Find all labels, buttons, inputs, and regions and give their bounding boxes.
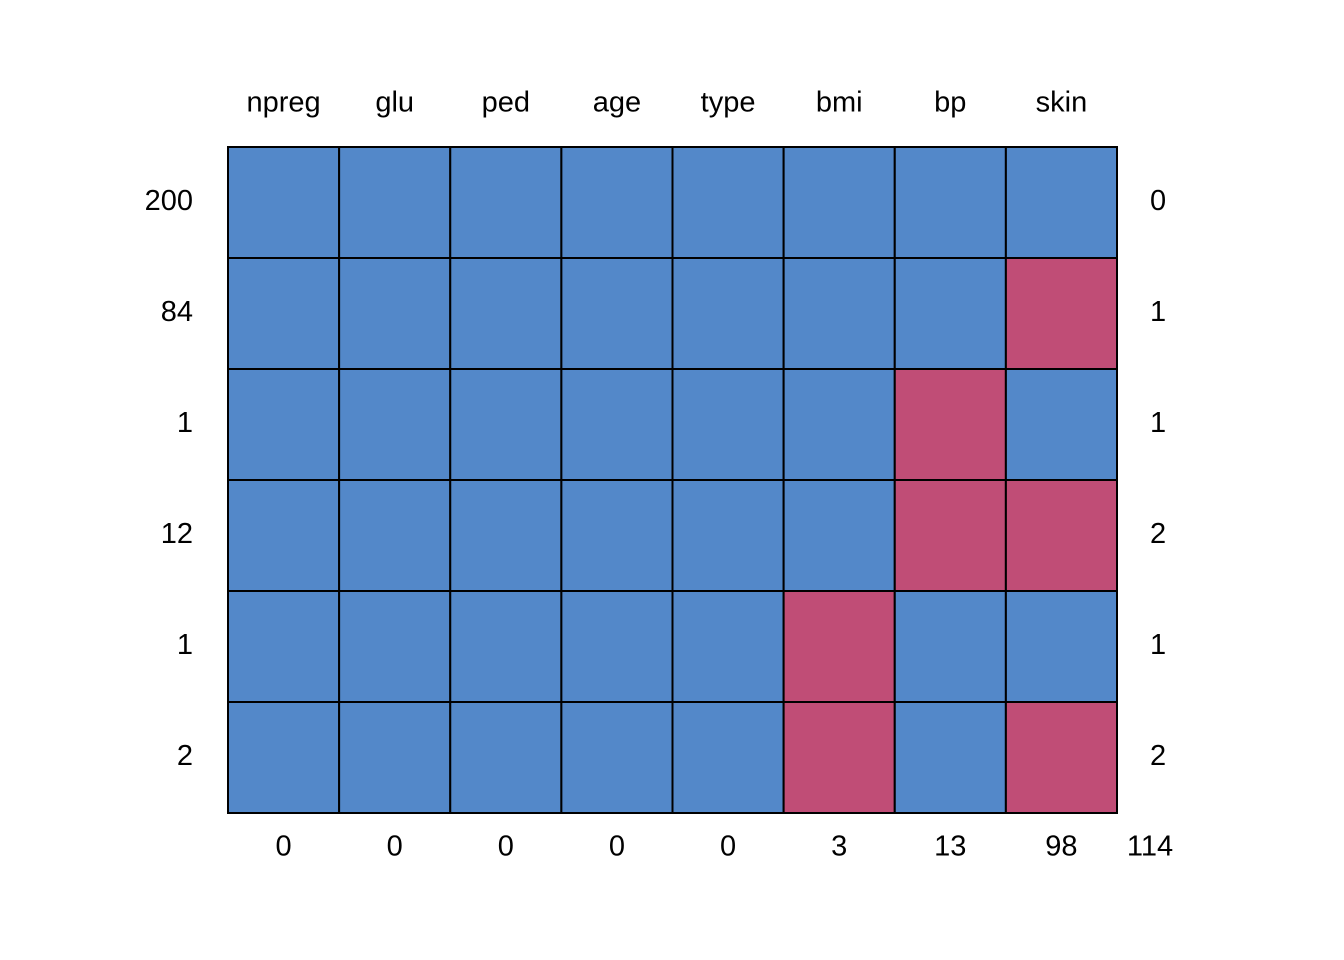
cell-r6-ped: [449, 701, 563, 814]
cell-r3-bmi: [782, 368, 896, 481]
cell-r1-type: [671, 146, 785, 259]
column-labels: npreg glu ped age type bmi bp skin: [246, 87, 1087, 119]
cell-r1-skin: [1004, 146, 1118, 259]
cell-r4-glu: [338, 479, 452, 592]
pattern-grid: [227, 146, 1118, 814]
cell-r2-bp: [893, 257, 1007, 370]
column-total-label-glu: 0: [387, 831, 403, 863]
cell-r3-bp: [893, 368, 1007, 481]
cell-r1-age: [560, 146, 674, 259]
cell-r4-bp: [893, 479, 1007, 592]
column-label-bp: bp: [934, 87, 966, 119]
cell-r2-npreg: [227, 257, 341, 370]
cell-r5-type: [671, 590, 785, 703]
cell-r5-ped: [449, 590, 563, 703]
cell-r3-skin: [1004, 368, 1118, 481]
row-missing-label: 2: [1150, 518, 1166, 550]
cell-r4-bmi: [782, 479, 896, 592]
cell-r6-bp: [893, 701, 1007, 814]
column-total-label-npreg: 0: [275, 831, 291, 863]
column-total-label-ped: 0: [498, 831, 514, 863]
cell-r5-glu: [338, 590, 452, 703]
row-missing-label: 0: [1150, 185, 1166, 217]
row-missing-label: 1: [1150, 629, 1166, 661]
cell-r6-bmi: [782, 701, 896, 814]
cell-r5-age: [560, 590, 674, 703]
column-total-labels: 0 0 0 0 0 3 13 98: [275, 831, 1077, 863]
cell-r3-glu: [338, 368, 452, 481]
cell-r1-ped: [449, 146, 563, 259]
cell-r4-type: [671, 479, 785, 592]
cell-r1-glu: [338, 146, 452, 259]
cell-r3-npreg: [227, 368, 341, 481]
row-count-label: 2: [177, 740, 193, 772]
column-label-skin: skin: [1036, 87, 1088, 119]
column-label-type: type: [701, 87, 756, 119]
cell-r6-type: [671, 701, 785, 814]
cell-r3-ped: [449, 368, 563, 481]
row-count-label: 200: [145, 185, 193, 217]
row-missing-label: 1: [1150, 407, 1166, 439]
cell-r5-bmi: [782, 590, 896, 703]
cell-r2-glu: [338, 257, 452, 370]
column-label-ped: ped: [482, 87, 530, 119]
column-label-bmi: bmi: [816, 87, 863, 119]
column-label-glu: glu: [375, 87, 414, 119]
row-count-label: 1: [177, 629, 193, 661]
row-missing-label: 1: [1150, 296, 1166, 328]
column-label-age: age: [593, 87, 641, 119]
row-count-label: 1: [177, 407, 193, 439]
column-total-label-skin: 98: [1045, 831, 1077, 863]
cell-r1-bmi: [782, 146, 896, 259]
cell-r4-ped: [449, 479, 563, 592]
column-total-label-bmi: 3: [831, 831, 847, 863]
column-label-npreg: npreg: [246, 87, 320, 119]
total-missing-label: 114: [1127, 831, 1173, 863]
cell-r2-skin: [1004, 257, 1118, 370]
cell-r2-type: [671, 257, 785, 370]
cell-r6-npreg: [227, 701, 341, 814]
cell-r6-glu: [338, 701, 452, 814]
cell-r3-type: [671, 368, 785, 481]
row-missing-label: 2: [1150, 740, 1166, 772]
cell-r4-npreg: [227, 479, 341, 592]
column-total-label-age: 0: [609, 831, 625, 863]
cell-r1-bp: [893, 146, 1007, 259]
cell-r5-npreg: [227, 590, 341, 703]
cell-r5-bp: [893, 590, 1007, 703]
cell-r2-ped: [449, 257, 563, 370]
column-total-label-type: 0: [720, 831, 736, 863]
cell-r1-npreg: [227, 146, 341, 259]
cell-r6-age: [560, 701, 674, 814]
cell-r3-age: [560, 368, 674, 481]
row-count-label: 12: [161, 518, 193, 550]
cell-r4-skin: [1004, 479, 1118, 592]
row-count-label: 84: [161, 296, 193, 328]
cell-r4-age: [560, 479, 674, 592]
cell-r2-age: [560, 257, 674, 370]
cell-r5-skin: [1004, 590, 1118, 703]
cell-r2-bmi: [782, 257, 896, 370]
column-total-label-bp: 13: [934, 831, 966, 863]
cell-r6-skin: [1004, 701, 1118, 814]
row-missing-labels: 0 1 1 2 1 2: [1150, 185, 1166, 772]
